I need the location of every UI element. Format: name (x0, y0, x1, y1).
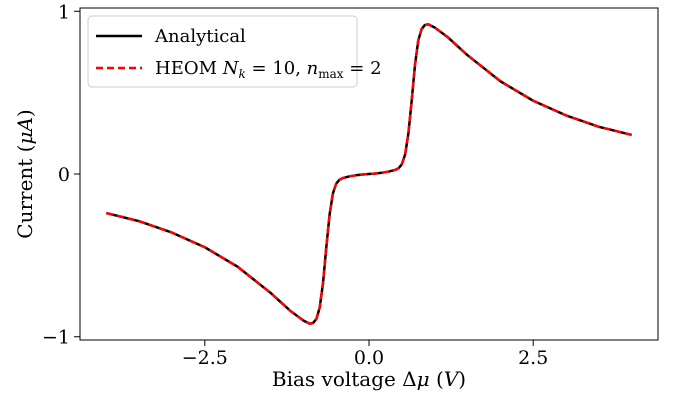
series-layer (105, 23, 633, 325)
y-axis-label: Current (μA) (13, 109, 37, 238)
legend-label-heom: HEOM Nk = 10, nmax = 2 (155, 58, 382, 81)
legend-label-analytical: Analytical (154, 26, 246, 47)
x-tick-label: −2.5 (182, 347, 228, 369)
series-line-analytical (105, 23, 633, 325)
legend-box (87, 15, 358, 88)
y-tick-label: 1 (58, 1, 70, 23)
x-axis-label: Bias voltage Δμ (V) (272, 367, 466, 391)
y-tick-label: −1 (42, 327, 70, 349)
tick-layer: −2.5 0.0 2.5 −1 0 1 (42, 1, 548, 369)
y-tick-label: 0 (58, 164, 70, 186)
x-tick-label: 2.5 (518, 347, 548, 369)
x-tick-label: 0.0 (354, 347, 384, 369)
legend: Analytical HEOM Nk = 10, nmax = 2 (87, 15, 382, 88)
